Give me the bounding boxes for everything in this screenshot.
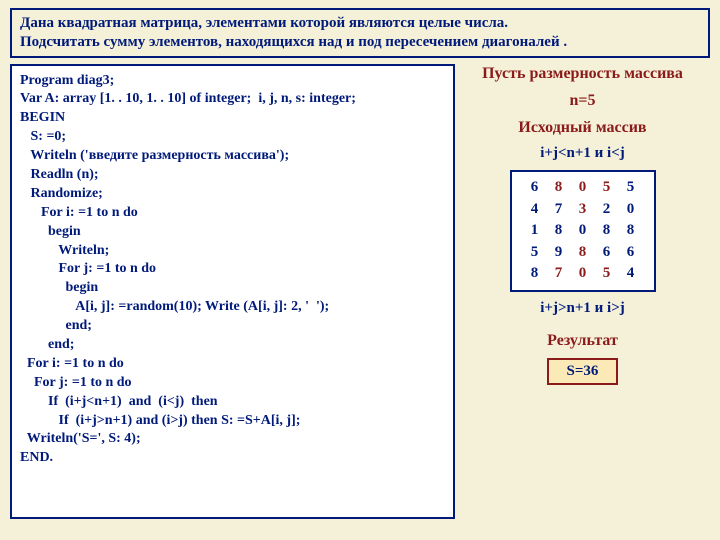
result-value: S=36 (547, 358, 619, 385)
matrix-cell: 0 (572, 178, 594, 198)
matrix-cell: 5 (596, 178, 618, 198)
matrix-cell: 5 (596, 264, 618, 284)
matrix-cell: 6 (620, 243, 642, 263)
matrix-cell: 9 (548, 243, 570, 263)
matrix-cell: 8 (596, 221, 618, 241)
matrix-cell: 8 (524, 264, 546, 284)
matrix-cell: 7 (548, 264, 570, 284)
code-panel: Program diag3; Var A: array [1. . 10, 1.… (10, 64, 455, 519)
matrix-cell: 6 (596, 243, 618, 263)
matrix-cell: 4 (620, 264, 642, 284)
matrix-cell: 0 (620, 200, 642, 220)
matrix-cell: 6 (524, 178, 546, 198)
task-line-2: Подсчитать сумму элементов, находящихся … (20, 33, 700, 52)
matrix-cell: 4 (524, 200, 546, 220)
matrix-row: 59866 (524, 243, 642, 263)
matrix-cell: 5 (620, 178, 642, 198)
result-label: Результат (547, 331, 618, 350)
matrix-row: 68055 (524, 178, 642, 198)
matrix-cell: 8 (572, 243, 594, 263)
main-content: Program diag3; Var A: array [1. . 10, 1.… (10, 64, 710, 519)
program-code: Program diag3; Var A: array [1. . 10, 1.… (20, 72, 445, 469)
matrix-row: 18088 (524, 221, 642, 241)
matrix-cell: 1 (524, 221, 546, 241)
matrix-cell: 0 (572, 264, 594, 284)
matrix-table: 6805547320180885986687054 (522, 176, 644, 286)
matrix-cell: 8 (620, 221, 642, 241)
matrix-cell: 7 (548, 200, 570, 220)
condition-bottom: i+j>n+1 и i>j (540, 300, 625, 317)
matrix-cell: 8 (548, 221, 570, 241)
matrix-row: 47320 (524, 200, 642, 220)
matrix-cell: 2 (596, 200, 618, 220)
matrix-box: 6805547320180885986687054 (510, 170, 656, 292)
task-statement: Дана квадратная матрица, элементами кото… (10, 8, 710, 58)
matrix-cell: 8 (548, 178, 570, 198)
matrix-row: 87054 (524, 264, 642, 284)
matrix-cell: 5 (524, 243, 546, 263)
source-array-label: Исходный массив (518, 118, 646, 137)
side-panel: Пусть размерность массива n=5 Исходный м… (465, 64, 700, 519)
dimension-label: Пусть размерность массива (482, 64, 683, 83)
condition-top: i+j<n+1 и i<j (540, 145, 625, 162)
task-line-1: Дана квадратная матрица, элементами кото… (20, 14, 700, 33)
matrix-cell: 3 (572, 200, 594, 220)
matrix-cell: 0 (572, 221, 594, 241)
n-value: n=5 (569, 91, 595, 110)
